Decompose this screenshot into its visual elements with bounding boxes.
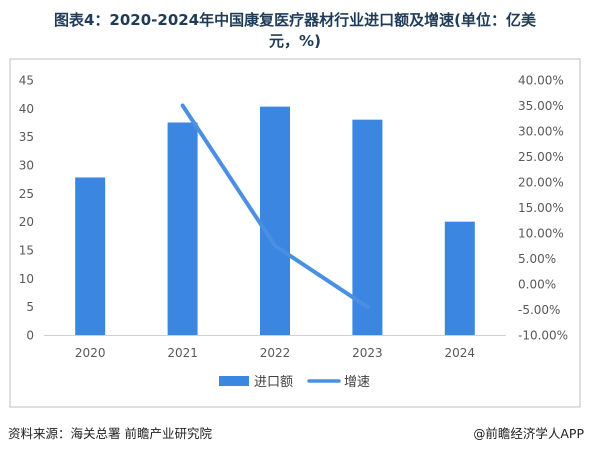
y-left-tick-label: 0 [26, 329, 34, 343]
brand-name: 前瞻经济学人APP [485, 426, 584, 441]
y-right-tick-label: 35.00% [518, 99, 564, 113]
y-left-tick-label: 20 [19, 215, 34, 229]
y-right-tick-label: -5.00% [518, 303, 560, 317]
legend-bar-label: 进口额 [254, 375, 293, 390]
y-right-tick-label: -10.00% [518, 329, 568, 343]
y-right-tick-label: 0.00% [518, 278, 556, 292]
y-left-tick-label: 10 [19, 272, 34, 286]
chart-title-line1: 图表4：2020-2024年中国康复医疗器材行业进口额及增速(单位：亿美 [53, 11, 537, 29]
x-tick-label: 2022 [260, 346, 291, 360]
bar-2021 [167, 122, 198, 335]
y-left-tick-label: 30 [19, 159, 34, 173]
y-right-tick-label: 20.00% [518, 176, 564, 190]
chart-title: 图表4：2020-2024年中国康复医疗器材行业进口额及增速(单位：亿美 元，%… [0, 10, 590, 52]
legend-bar-swatch [219, 376, 249, 386]
y-right-tick-label: 40.00% [518, 74, 564, 88]
chart-area: 0 5 10 15 20 25 30 35 40 45 -10.00% -5.00% 0.00% 5.00… [0, 55, 590, 411]
x-tick-label: 2023 [352, 346, 383, 360]
chart-svg: 0 5 10 15 20 25 30 35 40 45 -10.00% -5.00% 0.00% 5.00… [9, 58, 581, 408]
source-note: 资料来源：海关总署 前瞻产业研究院 [8, 426, 212, 441]
chart-frame [9, 58, 581, 408]
y-left-tick-label: 45 [19, 74, 34, 88]
y-right-tick-label: 30.00% [518, 125, 564, 139]
y-left-tick-label: 35 [19, 130, 34, 144]
y-left-tick-label: 25 [19, 187, 34, 201]
chart-title-line2: 元，%) [269, 32, 321, 50]
bar-2023 [352, 119, 383, 336]
y-right-tick-label: 25.00% [518, 150, 564, 164]
bar-2020 [75, 177, 106, 335]
y-left-tick-label: 15 [19, 244, 34, 258]
bar-2024 [444, 221, 475, 335]
y-right-tick-label: 10.00% [518, 227, 564, 241]
brand-at-icon: @ [473, 427, 486, 441]
x-tick-label: 2020 [75, 346, 106, 360]
bar-2022 [260, 106, 290, 335]
x-tick-label: 2021 [167, 346, 198, 360]
brand-label: @前瞻经济学人APP [473, 423, 584, 442]
y-right-tick-label: 5.00% [518, 252, 556, 266]
y-right-tick-label: 15.00% [518, 201, 564, 215]
legend-line-label: 增速 [344, 375, 370, 390]
x-tick-label: 2024 [445, 346, 476, 360]
y-left-tick-label: 40 [19, 102, 34, 116]
y-left-tick-label: 5 [26, 300, 34, 314]
